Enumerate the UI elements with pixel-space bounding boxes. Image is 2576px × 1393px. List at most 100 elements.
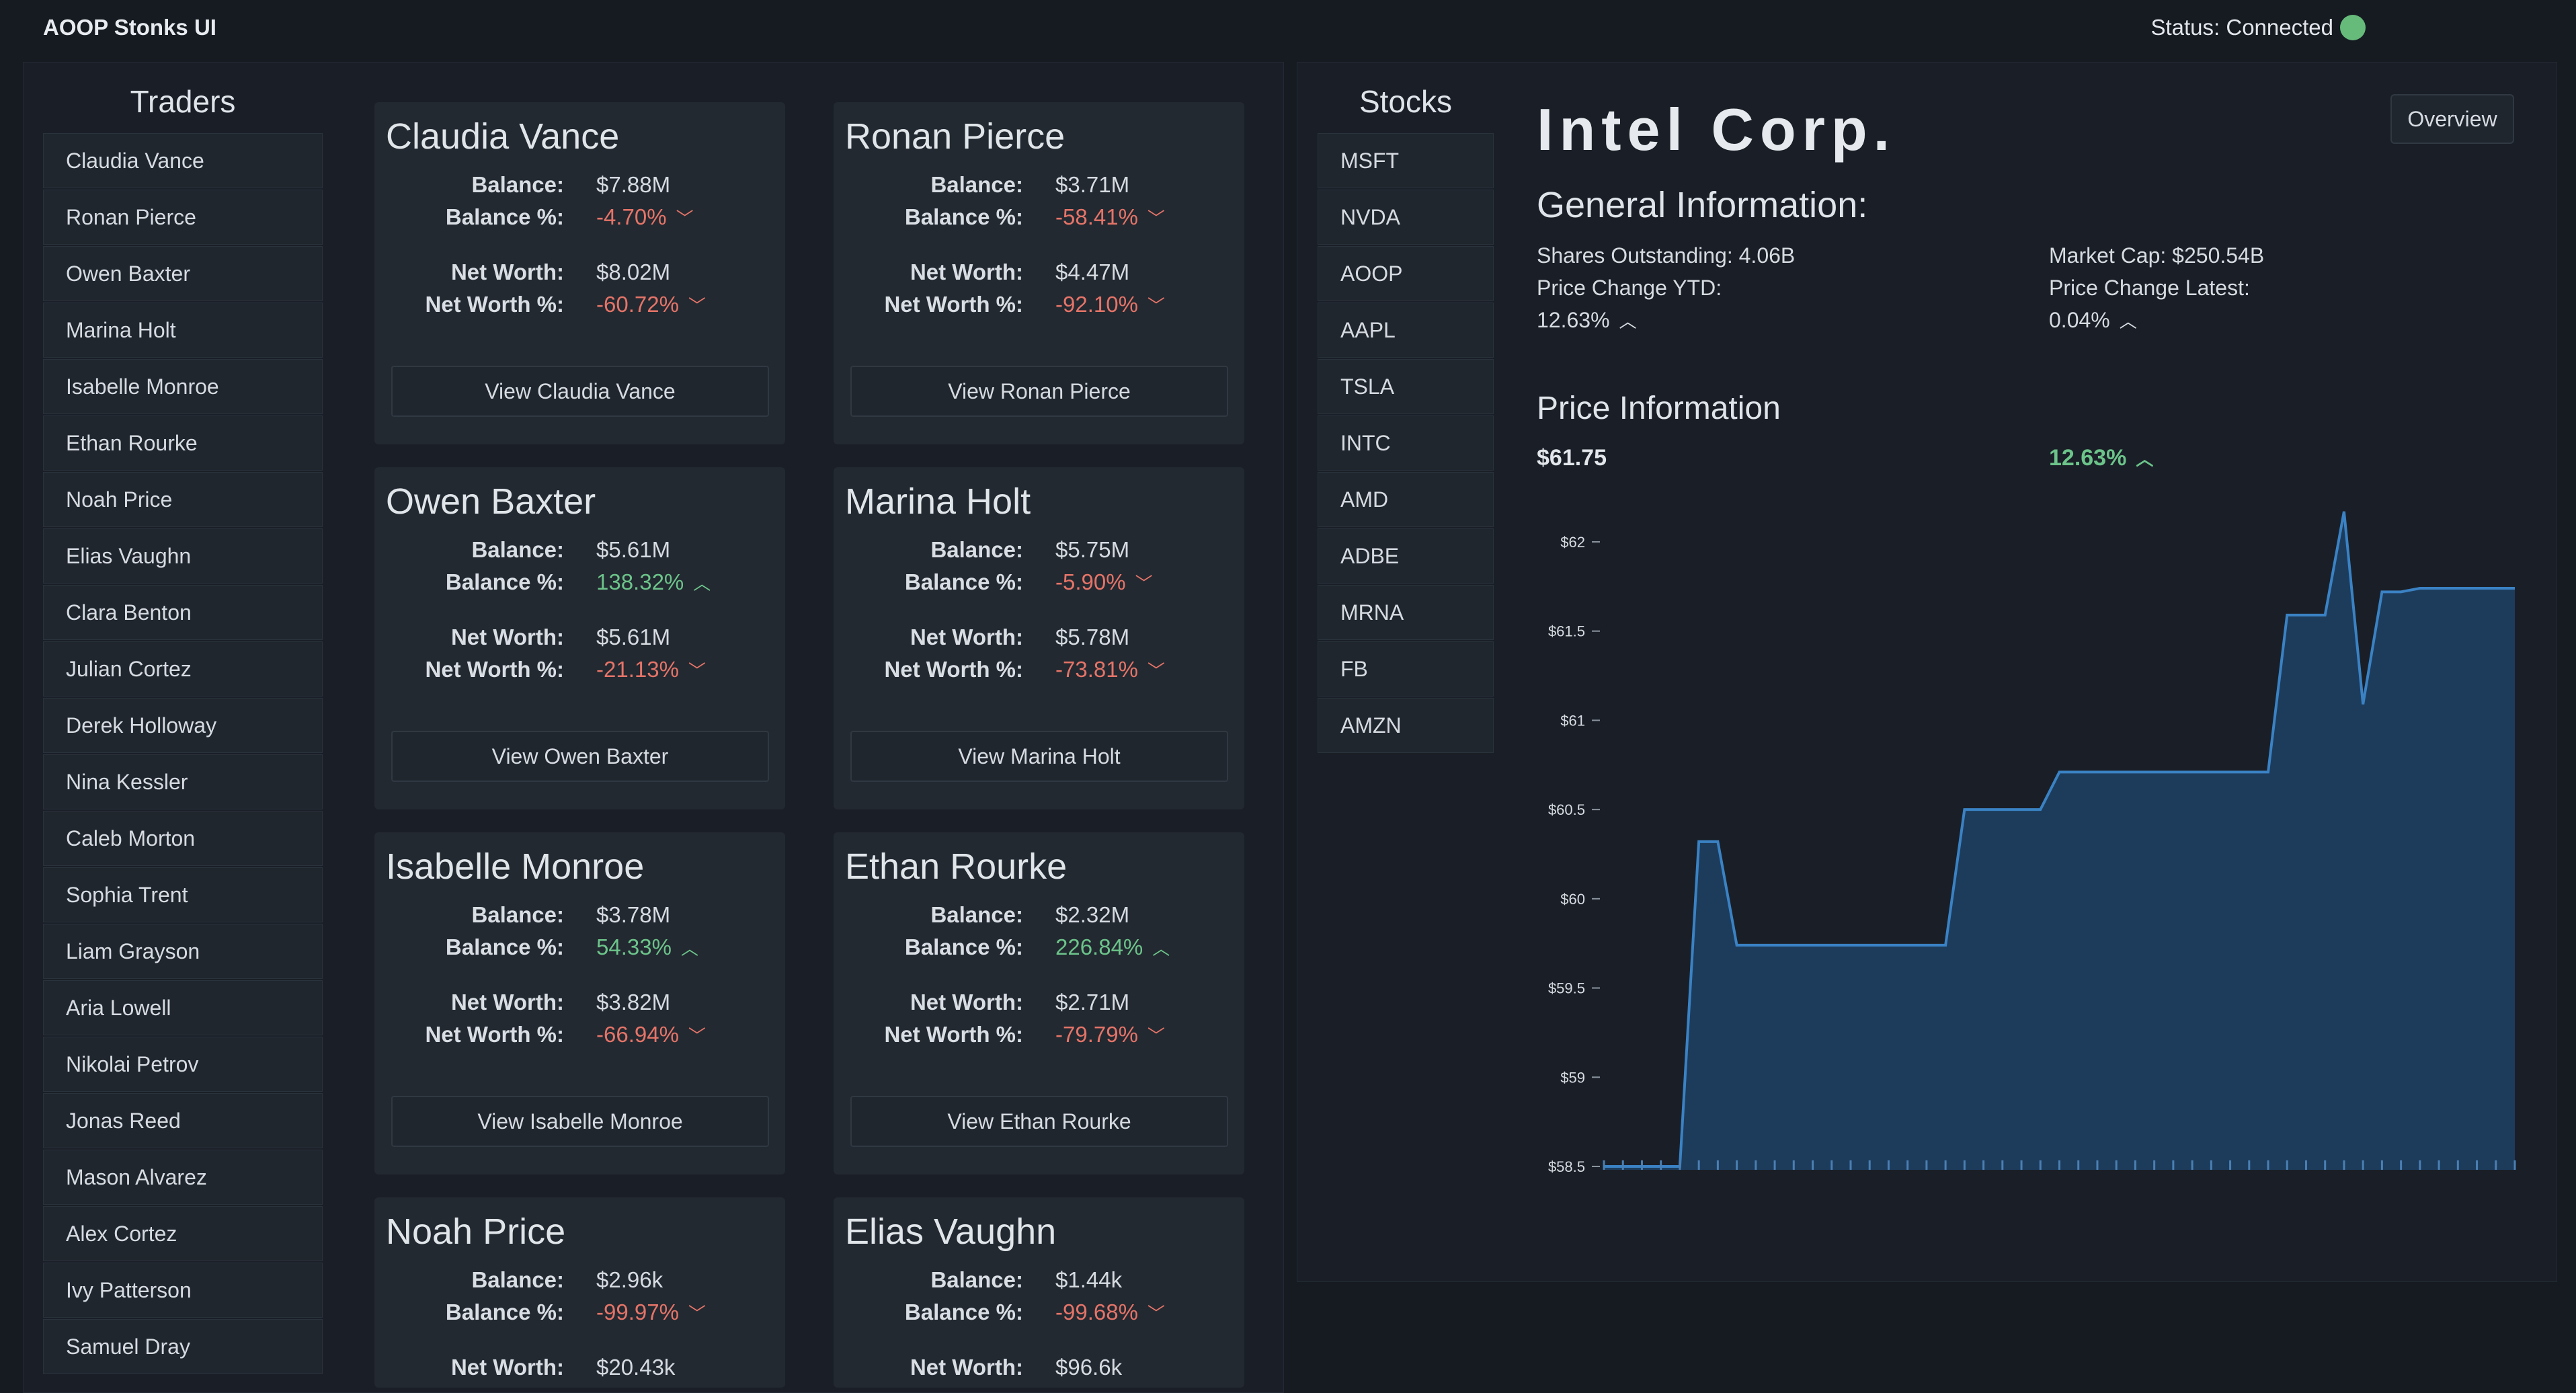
view-trader-button[interactable]: View Owen Baxter: [391, 731, 769, 782]
status-label: Status: Connected: [2150, 15, 2333, 40]
card-value-text: -73.81%: [1055, 657, 1138, 682]
card-value-text: $5.61M: [596, 537, 671, 562]
stock-list-item[interactable]: MRNA: [1318, 585, 1494, 640]
price-change-ytd: 12.63% ︿: [1537, 308, 1637, 333]
trader-list-item[interactable]: Ivy Patterson: [43, 1263, 323, 1318]
trader-card-name: Noah Price: [386, 1211, 566, 1252]
card-label: Balance:: [471, 537, 564, 562]
trader-card: Ethan Rourke Balance: $2.32M Balance %: 226.…: [834, 832, 1244, 1175]
card-label: Balance:: [930, 172, 1023, 197]
card-value-text: $2.96k: [596, 1267, 663, 1292]
card-value-text: $20.43k: [596, 1355, 676, 1380]
stock-list-item[interactable]: NVDA: [1318, 190, 1494, 245]
trader-list-item[interactable]: Owen Baxter: [43, 246, 323, 301]
stock-list-item[interactable]: INTC: [1318, 415, 1494, 471]
company-title: Intel Corp.: [1537, 96, 1896, 163]
card-value-text: $2.71M: [1055, 990, 1130, 1014]
card-value: -5.90% ﹀: [1055, 569, 1153, 595]
chevron-up-icon: ︿: [2119, 311, 2137, 331]
trader-card: Owen Baxter Balance: $5.61M Balance %: 138.3…: [374, 467, 785, 809]
view-trader-button[interactable]: View Marina Holt: [850, 731, 1228, 782]
trader-list-item[interactable]: Aria Lowell: [43, 980, 323, 1035]
price-change-latest-value: 0.04%: [2049, 308, 2110, 332]
trader-list-item[interactable]: Isabelle Monroe: [43, 359, 323, 414]
top-bar: AOOP Stonks UI Status: Connected: [0, 0, 2576, 56]
trader-list-item[interactable]: Nina Kessler: [43, 754, 323, 809]
stock-list-item[interactable]: AOOP: [1318, 246, 1494, 301]
card-row-net-worth: Net Worth: $20.43k: [374, 1355, 785, 1387]
general-info-heading: General Information:: [1537, 185, 1868, 225]
trader-card: Ronan Pierce Balance: $3.71M Balance %: -58.…: [834, 102, 1244, 444]
card-row-balance-pct: Balance %: 226.84% ︿: [834, 934, 1244, 967]
stock-list-item[interactable]: TSLA: [1318, 359, 1494, 414]
view-trader-button[interactable]: View Ethan Rourke: [850, 1096, 1228, 1147]
trader-list-item[interactable]: Noah Price: [43, 472, 323, 527]
card-value: $96.6k: [1055, 1355, 1122, 1380]
trader-list-item[interactable]: Julian Cortez: [43, 641, 323, 696]
card-value: -79.79% ﹀: [1055, 1022, 1165, 1047]
view-trader-button[interactable]: View Claudia Vance: [391, 366, 769, 417]
y-tick-label: $61: [1560, 712, 1585, 729]
card-row-balance-pct: Balance %: -99.97% ﹀: [374, 1300, 785, 1332]
trader-list-item[interactable]: Alex Cortez: [43, 1206, 323, 1261]
card-label: Balance:: [471, 1267, 564, 1292]
card-label: Balance:: [471, 172, 564, 197]
view-trader-button[interactable]: View Isabelle Monroe: [391, 1096, 769, 1147]
stock-list-item[interactable]: AMZN: [1318, 698, 1494, 753]
trader-list-item[interactable]: Marina Holt: [43, 303, 323, 358]
price-change: 12.63% ︿: [2049, 445, 2153, 471]
card-row-net-worth: Net Worth: $5.61M: [374, 625, 785, 657]
card-label: Balance %:: [445, 934, 564, 959]
trader-list-item[interactable]: Liam Grayson: [43, 924, 323, 979]
chevron-down-icon: ﹀: [1147, 296, 1165, 316]
card-label: Balance:: [471, 902, 564, 927]
card-row-balance: Balance: $3.71M: [834, 172, 1244, 204]
trader-card-name: Ronan Pierce: [845, 116, 1065, 157]
card-value: -92.10% ﹀: [1055, 292, 1165, 317]
trader-list-item[interactable]: Jonas Reed: [43, 1093, 323, 1148]
trader-list-item[interactable]: Claudia Vance: [43, 133, 323, 188]
stock-list-item[interactable]: AMD: [1318, 472, 1494, 527]
card-label: Net Worth %:: [884, 292, 1023, 317]
y-tick-label: $60: [1560, 891, 1585, 908]
card-value: 226.84% ︿: [1055, 934, 1170, 960]
trader-list-item[interactable]: Nikolai Petrov: [43, 1037, 323, 1092]
card-label: Balance %:: [904, 569, 1023, 594]
card-value-text: -99.68%: [1055, 1300, 1138, 1324]
card-value-text: $4.47M: [1055, 260, 1130, 284]
y-tick-label: $59.5: [1548, 980, 1585, 997]
chevron-up-icon: ︿: [2136, 449, 2154, 469]
current-price: $61.75: [1537, 445, 1607, 471]
stock-list-item[interactable]: FB: [1318, 641, 1494, 696]
chevron-down-icon: ﹀: [688, 1026, 706, 1046]
card-value-text: -79.79%: [1055, 1022, 1138, 1047]
card-value-text: -4.70%: [596, 204, 667, 229]
trader-list-item[interactable]: Ronan Pierce: [43, 190, 323, 245]
trader-list-item[interactable]: Mason Alvarez: [43, 1150, 323, 1205]
card-label: Balance %:: [445, 1300, 564, 1324]
stock-list-item[interactable]: MSFT: [1318, 133, 1494, 188]
app-title: AOOP Stonks UI: [43, 15, 216, 40]
trader-list-item[interactable]: Clara Benton: [43, 585, 323, 640]
stock-list: MSFT NVDA AOOP AAPL TSLA INTC AMD ADBE MRNA FB AMZ…: [1318, 133, 1494, 754]
card-row-net-worth_pct: Net Worth %: -73.81% ﹀: [834, 657, 1244, 689]
trader-list-item[interactable]: Elias Vaughn: [43, 528, 323, 584]
y-tick-label: $58.5: [1548, 1158, 1585, 1175]
card-label: Balance:: [930, 1267, 1023, 1292]
trader-list-item[interactable]: Ethan Rourke: [43, 415, 323, 471]
card-value: $8.02M: [596, 260, 670, 285]
view-trader-button[interactable]: View Ronan Pierce: [850, 366, 1228, 417]
card-row-net-worth_pct: Net Worth %: -79.79% ﹀: [834, 1022, 1244, 1054]
stock-list-item[interactable]: ADBE: [1318, 528, 1494, 584]
trader-list-item[interactable]: Sophia Trent: [43, 867, 323, 922]
trader-list-item[interactable]: Samuel Dray: [43, 1319, 323, 1374]
trader-list: Claudia Vance Ronan Pierce Owen Baxter Mari…: [43, 133, 323, 1376]
price-change-latest: 0.04% ︿: [2049, 308, 2137, 333]
trader-list-item[interactable]: Derek Holloway: [43, 698, 323, 753]
trader-list-item[interactable]: Caleb Morton: [43, 811, 323, 866]
overview-button[interactable]: Overview: [2390, 94, 2514, 144]
trader-card-name: Ethan Rourke: [845, 846, 1068, 887]
card-value: $5.61M: [596, 537, 670, 563]
stock-list-item[interactable]: AAPL: [1318, 303, 1494, 358]
price-line: [1604, 511, 2515, 1168]
